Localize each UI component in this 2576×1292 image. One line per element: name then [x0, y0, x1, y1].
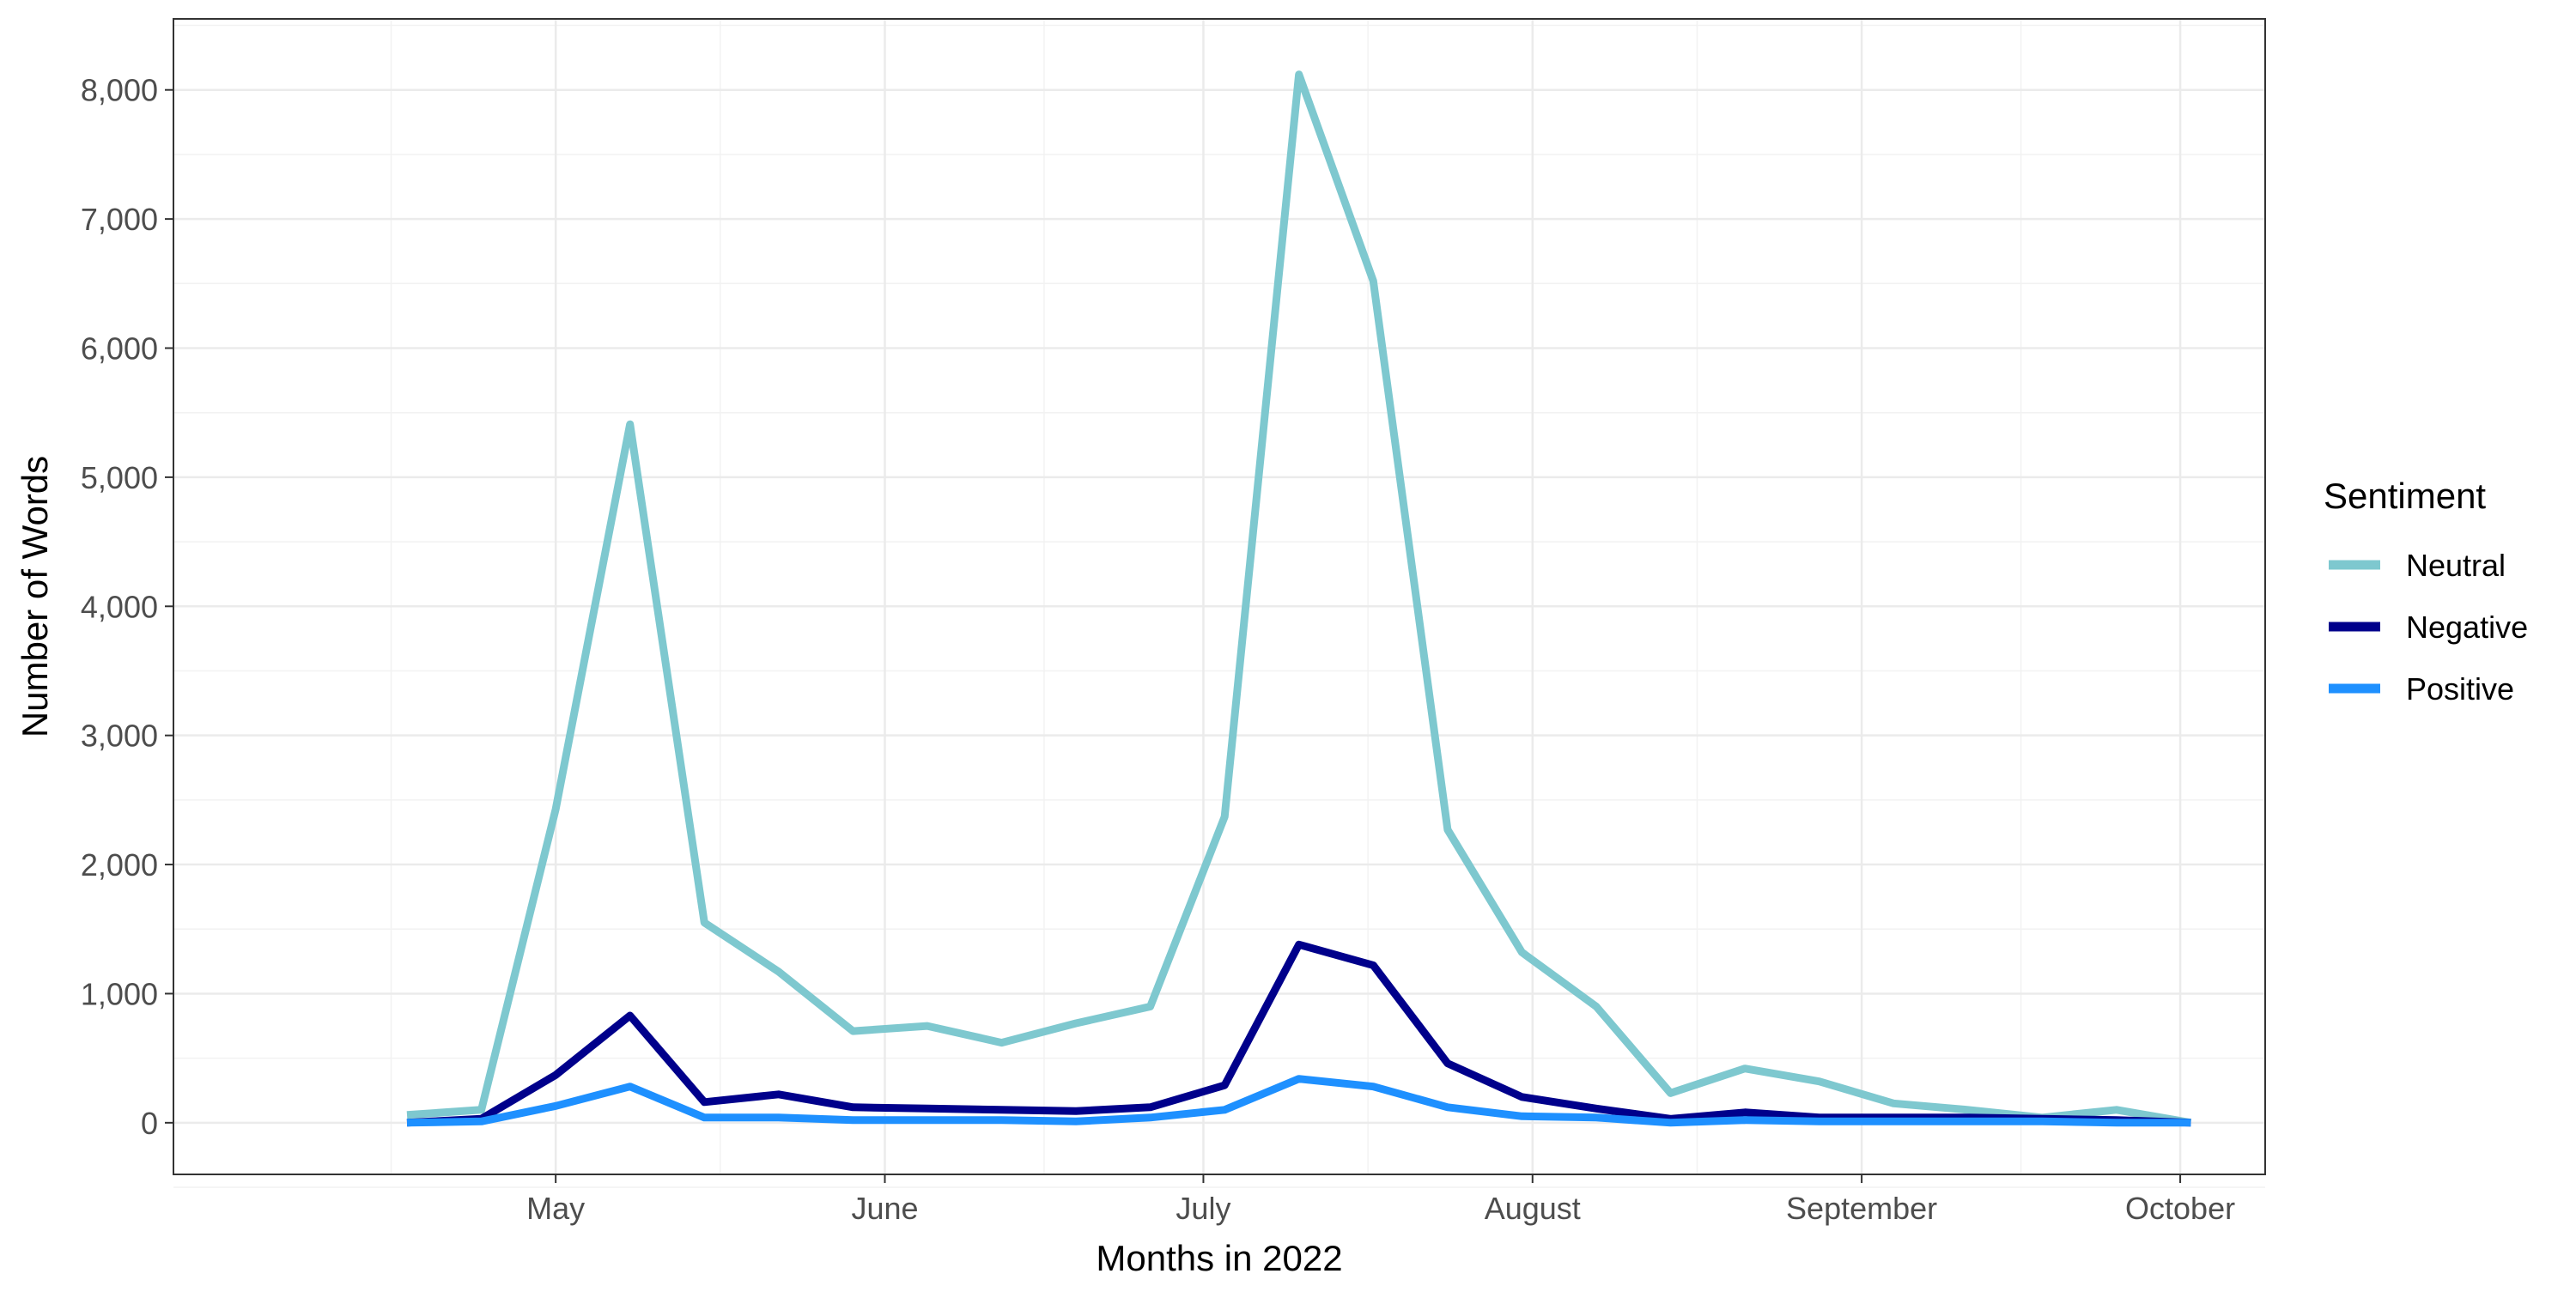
- y-tick-label: 8,000: [81, 73, 158, 108]
- x-axis-title: Months in 2022: [1096, 1238, 1342, 1278]
- series-line-neutral: [406, 70, 2192, 1127]
- legend-label-positive: Positive: [2406, 671, 2514, 707]
- y-tick-label: 2,000: [81, 847, 158, 883]
- x-tick-label: September: [1786, 1191, 1937, 1226]
- minor-gridlines: [173, 19, 2265, 1188]
- legend-title: Sentiment: [2324, 476, 2486, 516]
- plot-panel-border: [173, 18, 2266, 1175]
- legend-label-negative: Negative: [2406, 610, 2528, 645]
- x-tick-label: June: [851, 1191, 918, 1226]
- x-tick-label: October: [2125, 1191, 2235, 1226]
- major-gridlines: [173, 19, 2265, 1174]
- legend: Sentiment Neutral Negative Positive: [2324, 476, 2528, 707]
- x-tick-label: May: [526, 1191, 585, 1226]
- y-tick-label: 0: [141, 1106, 158, 1141]
- series-lines: [406, 70, 2192, 1127]
- y-tick-label: 5,000: [81, 460, 158, 495]
- x-tick-label: July: [1176, 1191, 1230, 1226]
- y-axis-title: Number of Words: [15, 456, 55, 737]
- y-tick-label: 4,000: [81, 589, 158, 624]
- y-tick-label: 3,000: [81, 719, 158, 754]
- y-axis: 0 1,000 2,000 3,000 4,000 5,000 6,000 7,000 8,00…: [81, 73, 173, 1141]
- series-line-positive: [406, 1075, 2191, 1127]
- legend-label-neutral: Neutral: [2406, 548, 2506, 583]
- plot-panel-background: [173, 19, 2265, 1174]
- y-tick-label: 1,000: [81, 976, 158, 1011]
- y-tick-label: 7,000: [81, 202, 158, 237]
- x-tick-label: August: [1485, 1191, 1581, 1226]
- legend-entries: Neutral Negative Positive: [2329, 548, 2528, 707]
- x-axis: May June July August September October: [526, 1174, 2235, 1226]
- y-tick-label: 6,000: [81, 331, 158, 366]
